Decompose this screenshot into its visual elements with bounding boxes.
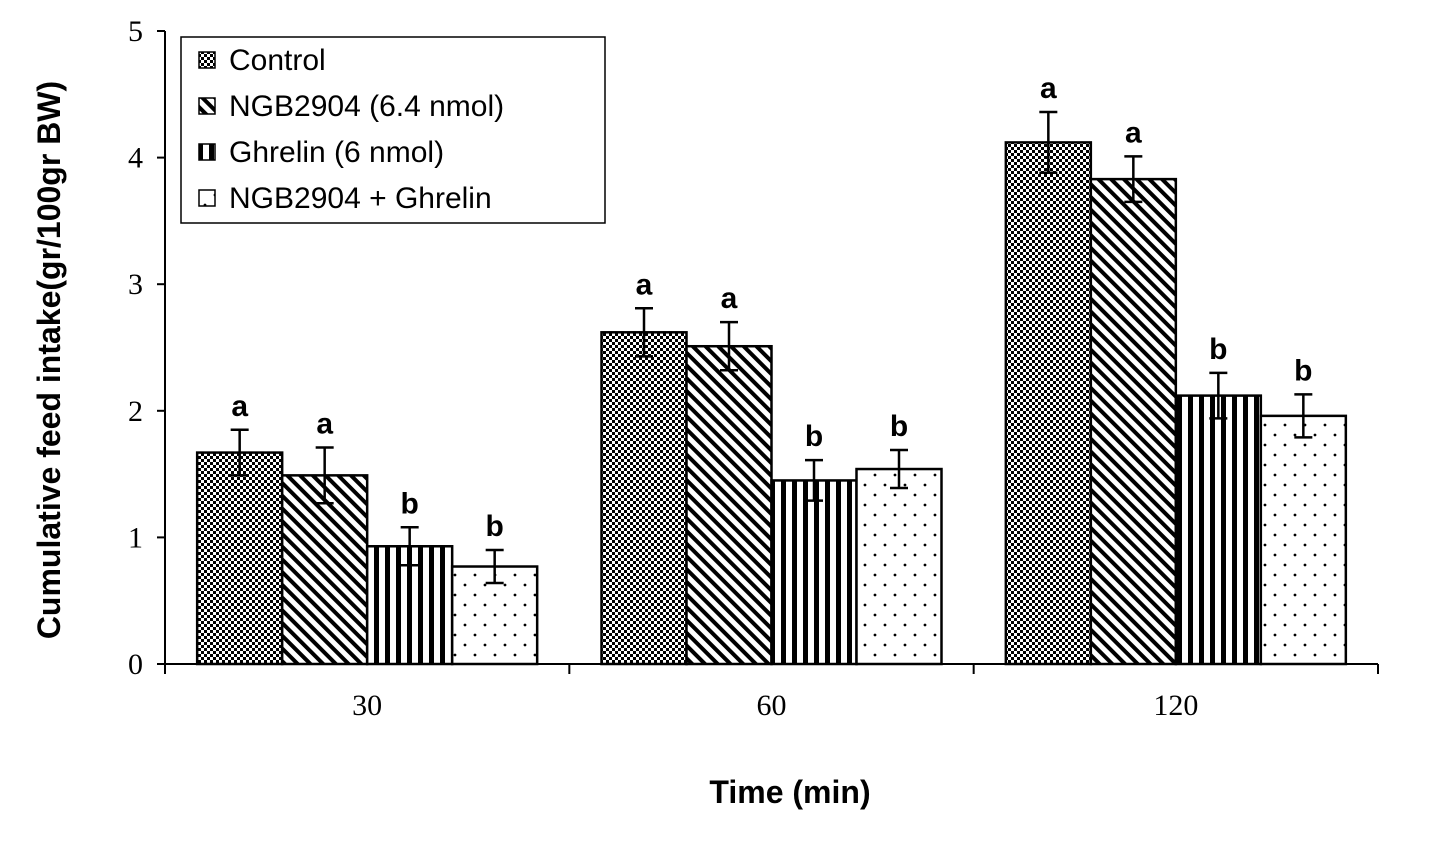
significance-letter: a <box>231 390 248 423</box>
y-ticks: 0 1 2 3 4 5 <box>128 15 165 681</box>
significance-letter: a <box>721 282 738 315</box>
x-ticks: 30 60 120 <box>164 664 1379 722</box>
legend-swatch <box>198 189 216 207</box>
bar <box>855 467 943 666</box>
bar <box>195 451 284 666</box>
bars <box>195 141 1348 666</box>
y-tick-label: 3 <box>128 268 143 301</box>
bar <box>1004 141 1093 666</box>
x-tick-label: 60 <box>757 689 787 722</box>
bar <box>770 479 858 666</box>
y-tick-label: 2 <box>128 395 143 428</box>
significance-letter: b <box>1209 333 1227 366</box>
significance-letter: b <box>401 487 419 520</box>
bar <box>1174 394 1263 666</box>
bar <box>600 331 688 666</box>
error-bars <box>230 110 1313 585</box>
legend-label: NGB2904 + Ghrelin <box>229 182 492 215</box>
significance-letters: a a a a a a b b b b b b <box>231 72 1312 543</box>
x-tick-label: 120 <box>1153 689 1198 722</box>
y-tick-label: 4 <box>128 142 143 175</box>
bar <box>1259 414 1348 666</box>
significance-letter: a <box>316 408 333 441</box>
significance-letter: a <box>636 268 653 301</box>
significance-letter: b <box>805 420 823 453</box>
significance-letter: b <box>890 410 908 443</box>
x-tick-label: 30 <box>352 689 382 722</box>
y-tick-label: 0 <box>128 648 143 681</box>
significance-letter: a <box>1125 116 1142 149</box>
legend-frame <box>180 36 606 224</box>
bar <box>1089 177 1178 666</box>
legend: Control NGB2904 (6.4 nmol) Ghrelin (6 nmol… <box>180 36 606 224</box>
significance-letter: b <box>1294 354 1312 387</box>
legend-label: NGB2904 (6.4 nmol) <box>229 90 504 123</box>
y-tick-label: 5 <box>128 15 143 48</box>
significance-letter: a <box>1040 72 1057 105</box>
significance-letter: b <box>486 510 504 543</box>
y-axis-title: Cumulative feed intake(gr/100gr BW) <box>31 81 67 639</box>
bar <box>685 344 773 666</box>
legend-swatch <box>198 51 216 69</box>
x-axis-title: Time (min) <box>709 774 870 810</box>
legend-swatch <box>198 97 216 115</box>
legend-label: Control <box>229 44 326 77</box>
y-tick-label: 1 <box>128 521 143 554</box>
legend-label: Ghrelin (6 nmol) <box>229 136 444 169</box>
legend-swatch <box>198 143 216 161</box>
